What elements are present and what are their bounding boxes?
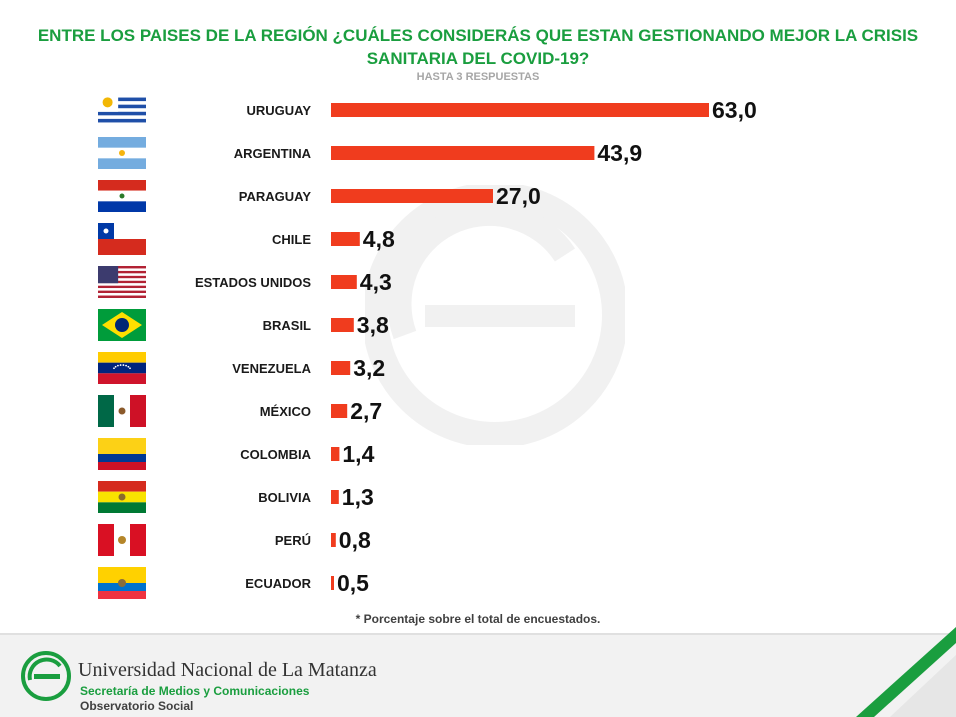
colombia-flag-icon [98,438,146,470]
value-label: 1,3 [342,484,374,510]
category-label: ECUADOR [245,576,311,591]
corner-decoration [856,627,956,717]
bar [331,318,354,332]
value-label: 3,2 [353,355,385,381]
watermark-logo [365,185,625,445]
category-label: URUGUAY [246,103,311,118]
argentina-flag-icon [98,137,146,169]
bar [331,275,357,289]
secretariat-name: Secretaría de Medios y Comunicaciones [80,684,310,698]
footer-band [0,633,956,717]
paraguay-flag-icon [98,180,146,212]
bar [331,361,351,375]
footer-divider [0,633,956,635]
value-label: 2,7 [350,398,382,424]
bar [331,232,360,246]
mexico-flag-icon [98,395,146,427]
chart-title-line-2: SANITARIA DEL COVID-19? [366,49,590,68]
category-label: COLOMBIA [240,447,311,462]
category-label: BOLIVIA [258,490,311,505]
chart-subtitle: HASTA 3 RESPUESTAS [416,71,540,83]
value-label: 63,0 [712,97,757,123]
bolivia-flag-icon [98,481,146,513]
category-label: VENEZUELA [232,361,311,376]
chart-title: ENTRE LOS PAISES DE LA REGIÓN ¿CUÁLES CO… [0,24,956,70]
category-label: PARAGUAY [239,189,312,204]
bar-chart: URUGUAY 63,0 ARGENTINA 43,9 PARAGUAY 27,0 CHIL… [98,94,757,599]
chart-title-line-1: ENTRE LOS PAISES DE LA REGIÓN ¿CUÁLES CO… [37,26,919,45]
venezuela-flag-icon [98,352,146,384]
university-name: Universidad Nacional de La Matanza [78,659,377,681]
value-label: 1,4 [342,441,374,467]
bar [331,146,595,160]
value-label: 4,3 [360,269,392,295]
observatory-name: Observatorio Social [80,699,194,713]
ecuador-flag-icon [98,567,146,599]
category-label: PERÚ [275,533,311,548]
uruguay-flag-icon [98,94,146,126]
bar [331,490,339,504]
value-label: 27,0 [496,183,541,209]
bar [331,576,334,590]
bar [331,447,340,461]
category-label: MÉXICO [260,404,311,419]
bar [331,533,336,547]
category-label: ESTADOS UNIDOS [195,275,311,290]
footnote: * Porcentaje sobre el total de encuestad… [355,612,601,626]
bar [331,103,709,117]
unlam-logo-icon [21,651,71,701]
usa-flag-icon [98,266,146,298]
value-label: 0,8 [339,527,371,553]
chile-flag-icon [98,223,146,255]
value-label: 3,8 [357,312,389,338]
bar [331,404,348,418]
value-label: 0,5 [337,570,369,596]
category-label: BRASIL [263,318,311,333]
brazil-flag-icon [98,309,146,341]
category-label: CHILE [272,232,311,247]
value-label: 43,9 [597,140,642,166]
category-label: ARGENTINA [234,146,312,161]
bar [331,189,493,203]
peru-flag-icon [98,524,146,556]
value-label: 4,8 [363,226,395,252]
